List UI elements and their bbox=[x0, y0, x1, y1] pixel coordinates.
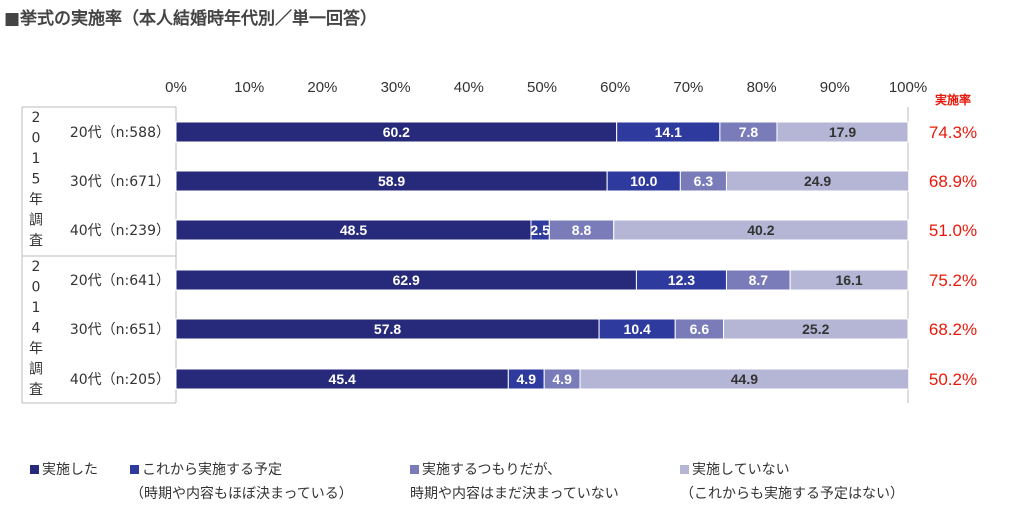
segment-label: 7.8 bbox=[739, 124, 759, 140]
bar-segment bbox=[776, 121, 909, 143]
legend-item: 実施するつもりだが、時期や内容はまだ決まっていない bbox=[410, 458, 619, 506]
group-label-char: 1 bbox=[32, 300, 41, 316]
segment-label: 6.6 bbox=[690, 321, 710, 337]
legend-item: 実施していない （これからも実施する予定はない） bbox=[680, 458, 904, 506]
legend-swatch bbox=[30, 465, 39, 474]
segment-label: 10.4 bbox=[624, 321, 651, 337]
segment-label: 44.9 bbox=[731, 371, 758, 387]
rate-value: 68.2% bbox=[929, 320, 977, 339]
legend-label: これから実施する予定 bbox=[142, 462, 282, 478]
legend-line: 実施していない bbox=[680, 458, 904, 482]
row-label: 30代（n:671） bbox=[70, 174, 170, 190]
x-tick-label: 10% bbox=[234, 79, 264, 96]
group-label-char: 年 bbox=[29, 341, 43, 357]
row-label: 20代（n:641） bbox=[70, 273, 170, 289]
segment-label: 2.5 bbox=[530, 222, 550, 238]
group-label-char: 4 bbox=[32, 321, 41, 337]
group-label-char: 2 bbox=[32, 110, 41, 126]
legend-swatch bbox=[680, 465, 689, 474]
group-label-char: 2 bbox=[32, 259, 41, 275]
row-label: 30代（n:651） bbox=[70, 322, 170, 338]
segment-label: 62.9 bbox=[393, 272, 420, 288]
rate-value: 75.2% bbox=[929, 271, 977, 290]
segment-label: 16.1 bbox=[835, 272, 862, 288]
legend-sublabel: （時期や内容もほぼ決まっている） bbox=[130, 486, 353, 502]
row-label: 20代（n:588） bbox=[70, 125, 170, 141]
group-label-char: 査 bbox=[29, 233, 43, 249]
group-label-char: 5 bbox=[32, 172, 41, 188]
legend-label: 実施するつもりだが、 bbox=[422, 462, 562, 478]
segment-label: 60.2 bbox=[383, 124, 410, 140]
legend-sublabel: （これからも実施する予定はない） bbox=[680, 486, 904, 502]
bar-segment bbox=[579, 368, 910, 390]
row-label: 40代（n:205） bbox=[70, 372, 170, 388]
segment-label: 57.8 bbox=[374, 321, 401, 337]
x-tick-label: 100% bbox=[889, 79, 927, 96]
segment-label: 6.3 bbox=[694, 173, 714, 189]
segment-label: 25.2 bbox=[802, 321, 829, 337]
segment-label: 14.1 bbox=[655, 124, 682, 140]
legend-item: 実施した bbox=[30, 458, 98, 482]
segment-label: 58.9 bbox=[378, 173, 405, 189]
segment-label: 12.3 bbox=[668, 272, 695, 288]
bar-segment bbox=[725, 170, 910, 192]
rate-header: 実施率 bbox=[935, 92, 971, 107]
segment-label: 4.9 bbox=[552, 371, 572, 387]
x-tick-label: 70% bbox=[673, 79, 703, 96]
x-tick-label: 30% bbox=[381, 79, 411, 96]
rate-value: 68.9% bbox=[929, 172, 977, 191]
segment-label: 8.8 bbox=[572, 222, 592, 238]
segment-label: 8.7 bbox=[749, 272, 769, 288]
x-tick-label: 60% bbox=[600, 79, 630, 96]
segment-label: 48.5 bbox=[340, 222, 367, 238]
legend-line: 実施するつもりだが、 bbox=[410, 458, 619, 482]
legend-sublabel: 時期や内容はまだ決まっていない bbox=[410, 486, 619, 502]
legend-line: これから実施する予定 bbox=[130, 458, 353, 482]
group-label-char: 査 bbox=[29, 382, 43, 398]
legend-label: 実施していない bbox=[692, 462, 790, 478]
x-tick-label: 40% bbox=[454, 79, 484, 96]
segment-label: 17.9 bbox=[829, 124, 856, 140]
segment-label: 10.0 bbox=[630, 173, 657, 189]
segment-label: 24.9 bbox=[804, 173, 831, 189]
rate-value: 50.2% bbox=[929, 370, 977, 389]
bar-segment bbox=[723, 318, 909, 340]
bar-segment bbox=[613, 219, 909, 241]
group-label-char: 0 bbox=[32, 280, 41, 296]
x-tick-label: 0% bbox=[165, 79, 187, 96]
segment-label: 40.2 bbox=[747, 222, 774, 238]
segment-label: 4.9 bbox=[517, 371, 537, 387]
x-tick-label: 50% bbox=[527, 79, 557, 96]
group-label-char: 調 bbox=[29, 362, 43, 378]
stacked-bar-chart: 0% 10% 20% 30% 40% 50% 60% 70% 80% 90% 100%2015年調査… bbox=[21, 79, 977, 404]
legend-label: 実施した bbox=[42, 462, 98, 478]
group-label-char: 調 bbox=[29, 213, 43, 229]
group-label-char: 1 bbox=[32, 151, 41, 167]
x-tick-label: 20% bbox=[307, 79, 337, 96]
bar-segment bbox=[789, 269, 909, 291]
legend-swatch bbox=[130, 465, 139, 474]
x-tick-label: 90% bbox=[820, 79, 850, 96]
segment-label: 45.4 bbox=[329, 371, 356, 387]
legend-swatch bbox=[410, 465, 419, 474]
rate-value: 74.3% bbox=[929, 123, 977, 142]
legend-line: 実施した bbox=[30, 458, 98, 482]
chart-title: ■挙式の実施率（本人結婚時年代別／単一回答） bbox=[4, 9, 378, 29]
group-label-char: 年 bbox=[29, 192, 43, 208]
rate-value: 51.0% bbox=[929, 221, 977, 240]
row-label: 40代（n:239） bbox=[70, 223, 170, 239]
legend-item: これから実施する予定 （時期や内容もほぼ決まっている） bbox=[130, 458, 353, 506]
x-tick-label: 80% bbox=[747, 79, 777, 96]
group-label-char: 0 bbox=[32, 131, 41, 147]
